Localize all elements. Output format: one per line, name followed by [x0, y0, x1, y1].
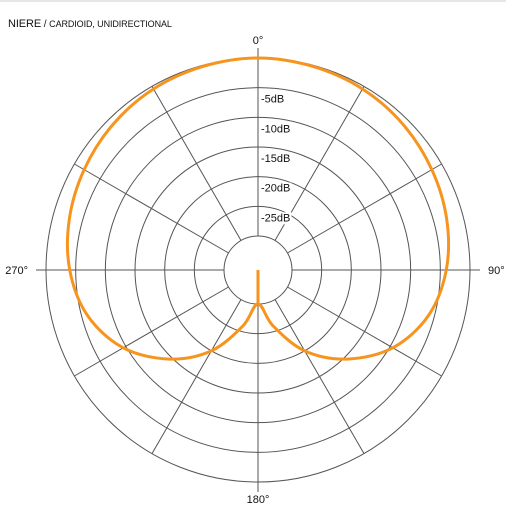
grid-spoke [74, 163, 229, 254]
ring-label: -25dB [261, 212, 290, 224]
ring-label-bg [260, 153, 292, 165]
angle-label: 270° [5, 265, 28, 277]
ring-label: -5dB [261, 94, 284, 106]
brand-name: NIERE [8, 18, 42, 30]
ring-label: -15dB [261, 153, 290, 165]
angle-label: 180° [247, 494, 270, 506]
title-separator: / [41, 19, 50, 30]
grid-spoke [151, 86, 242, 241]
grid-spoke [74, 286, 229, 377]
angle-label: 0° [253, 35, 264, 47]
pattern-subtitle: CARDIOID, UNIDIRECTIONAL [49, 19, 172, 29]
ring-label: -10dB [261, 123, 290, 135]
ring-label: -20dB [261, 183, 290, 195]
ring-label-bg [260, 123, 292, 136]
grid-spoke [287, 163, 442, 254]
top-divider [0, 0, 506, 2]
ring-label-bg [260, 182, 292, 195]
grid-spoke [274, 299, 365, 454]
ring-label-bg [260, 212, 292, 225]
grid-spoke [151, 299, 242, 454]
angle-label: 90° [488, 265, 505, 277]
grid-spoke [287, 286, 442, 377]
ring-label-bg [260, 93, 286, 106]
chart-title: NIERE / CARDIOID, UNIDIRECTIONAL [8, 18, 172, 30]
